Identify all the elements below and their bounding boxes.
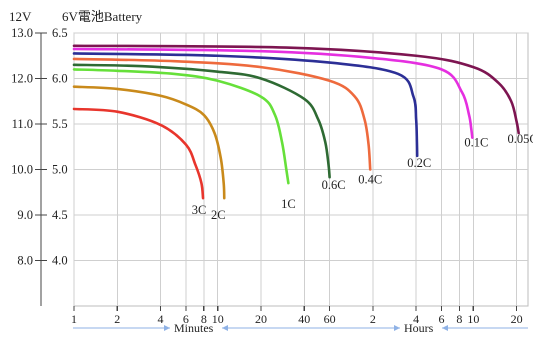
y-tick-label-12v: 8.0: [17, 254, 33, 268]
x-tick-label: 1: [71, 312, 77, 326]
series-labels: 3C 2C 1C 0.6C 0.4C 0.2C 0.1C 0.05C: [192, 132, 533, 222]
y-tick-label-6v: 6.5: [52, 26, 68, 40]
grid: [73, 32, 529, 307]
hours-arrow-right-head: [394, 325, 400, 331]
x-tick-label: 4: [413, 312, 419, 326]
x-unit-annotations: Minutes Hours: [73, 321, 528, 335]
series-label-0.4C: 0.4C: [358, 173, 382, 187]
series-label-1C: 1C: [281, 197, 296, 211]
x-tick-label: 8: [456, 312, 462, 326]
x-tick-label: 2: [114, 312, 120, 326]
series-label-0.6C: 0.6C: [322, 178, 346, 192]
series-label-0.05C: 0.05C: [508, 132, 533, 146]
series-label-3C: 3C: [192, 203, 207, 217]
series-label-0.2C: 0.2C: [407, 156, 431, 170]
series-line-1C: [72, 68, 290, 185]
label-6v-battery: 6V電池Battery: [62, 9, 143, 24]
x-axis-ticks: 1 2 4 6 8 10 20 40 60 2 4 6 8 10 20: [71, 306, 523, 326]
series-line-3C: [72, 107, 205, 200]
y-axis-ticks: 13.0 12.0 11.0 10.0 9.0 8.0 6.5 6.0 5.5 5.0 4.5 4.0: [11, 26, 68, 268]
x-tick-label: 40: [298, 312, 310, 326]
series-line-0.1C: [72, 47, 474, 139]
x-tick-label: 6: [438, 312, 444, 326]
y-tick-label-12v: 11.0: [12, 117, 33, 131]
y-tick-label-12v: 13.0: [11, 26, 33, 40]
series-line-0.4C: [72, 57, 372, 171]
x-tick-label: 2: [370, 312, 376, 326]
minutes-arrow-right-head: [164, 325, 170, 331]
minutes-label: Minutes: [174, 321, 214, 335]
y-tick-label-6v: 5.0: [52, 163, 68, 177]
series-label-2C: 2C: [211, 208, 226, 222]
y-tick-label-6v: 4.0: [52, 254, 68, 268]
x-tick-label: 10: [467, 312, 479, 326]
series-line-0.05C: [72, 44, 520, 135]
series-label-0.1C: 0.1C: [464, 136, 488, 150]
x-tick-label: 10: [212, 312, 224, 326]
hours-label: Hours: [404, 321, 434, 335]
y-tick-label-6v: 6.0: [52, 72, 68, 86]
y-tick-label-12v: 12.0: [11, 72, 33, 86]
y-tick-label-6v: 5.5: [52, 117, 68, 131]
series-line-2C: [72, 85, 226, 200]
x-tick-label: 20: [511, 312, 523, 326]
series-line-0.6C: [72, 63, 331, 179]
x-tick-label: 60: [324, 312, 336, 326]
y-tick-label-12v: 9.0: [17, 208, 33, 222]
series-lines: [72, 44, 520, 200]
y-tick-label-12v: 10.0: [11, 163, 33, 177]
x-tick-label: 20: [255, 312, 267, 326]
x-tick-label: 4: [158, 312, 164, 326]
y-tick-label-6v: 4.5: [52, 208, 68, 222]
x-tick-label: 8: [201, 312, 207, 326]
series-line-0.2C: [72, 52, 419, 158]
x-tick-label: 6: [183, 312, 189, 326]
label-12v: 12V: [9, 9, 32, 24]
